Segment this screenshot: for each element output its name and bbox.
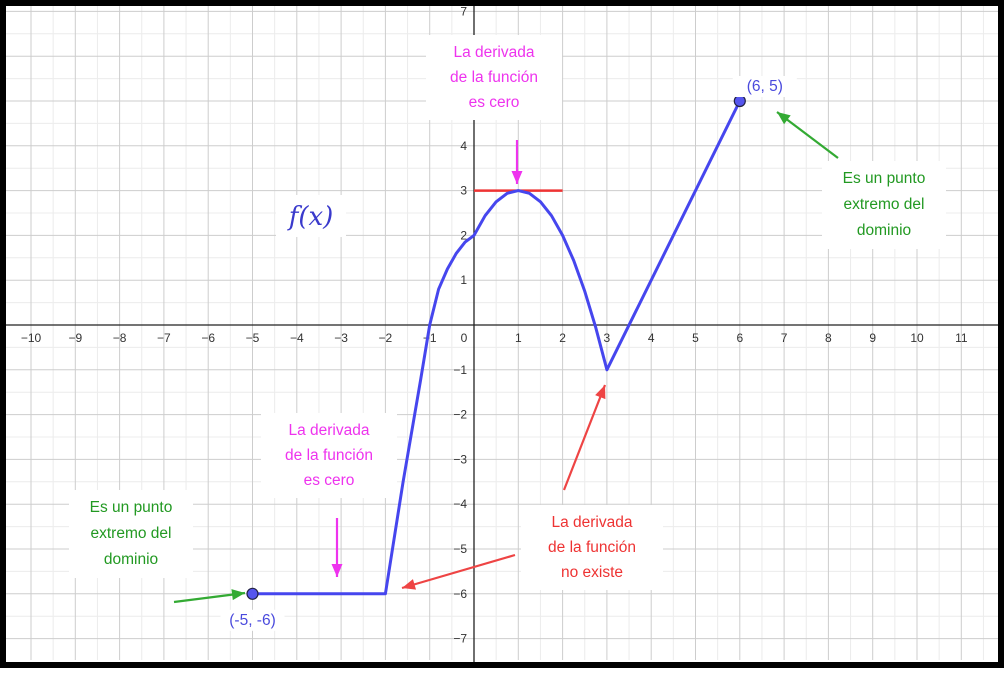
- arrow-derivative-zero-top-head: [511, 171, 523, 184]
- annotation-bg: [521, 505, 663, 590]
- arrow-derivative-undefined-left-head: [402, 579, 417, 590]
- x-tick-label: −10: [21, 331, 42, 345]
- y-tick-label: 2: [460, 228, 467, 242]
- annotation-line: Es un punto: [843, 170, 926, 187]
- x-tick-label: 7: [781, 331, 788, 345]
- y-tick-label: −4: [453, 497, 467, 511]
- annotation-line: es cero: [304, 472, 355, 489]
- annotation-text: Es un punto extremo del dominio: [90, 499, 173, 568]
- function-label: f(x): [287, 202, 334, 232]
- annotation-line: Es un punto: [90, 499, 173, 516]
- x-tick-label: 3: [604, 331, 611, 345]
- point-label: (-5, -6): [229, 612, 276, 629]
- x-tick-label: −4: [290, 331, 304, 345]
- annotation-arrows: [173, 111, 839, 604]
- arrow-domain-endpoint-right-head: [777, 112, 791, 125]
- arrow-derivative-zero-bottom-head: [331, 564, 343, 577]
- x-tick-label: −5: [246, 331, 260, 345]
- x-tick-label: 5: [692, 331, 699, 345]
- x-tick-label: −6: [201, 331, 215, 345]
- annotation-line: no existe: [561, 564, 623, 581]
- annotation-line: dominio: [857, 222, 911, 239]
- annotation-labels: (-5, -6) (6, 5) f(x) La derivada de la funci…: [69, 35, 946, 631]
- endpoint-marker: [733, 94, 746, 108]
- annotation-line: extremo del: [844, 196, 925, 213]
- y-tick-label: 4: [460, 139, 467, 153]
- x-tick-label: −7: [157, 331, 171, 345]
- y-tick-label: −2: [453, 408, 467, 422]
- x-tick-label: 1: [515, 331, 522, 345]
- annotation-line: dominio: [104, 551, 158, 568]
- annotation-line: de la función: [450, 69, 538, 86]
- y-tick-label: 1: [460, 273, 467, 287]
- annotation-text: La derivada de la función es cero: [450, 44, 538, 111]
- series: [246, 94, 746, 600]
- annotation-line: La derivada: [288, 422, 369, 439]
- annotation-text: La derivada de la función no existe: [548, 514, 636, 581]
- point-label: (6, 5): [747, 78, 783, 95]
- endpoint-marker: [246, 587, 259, 600]
- y-tick-label: −6: [453, 587, 467, 601]
- x-tick-label: −2: [379, 331, 393, 345]
- x-tick-label: 9: [869, 331, 876, 345]
- x-tick-label: −8: [113, 331, 127, 345]
- x-tick-label: 4: [648, 331, 655, 345]
- y-tick-label: 7: [460, 4, 467, 18]
- annotation-line: La derivada: [551, 514, 632, 531]
- x-tick-label: −9: [68, 331, 82, 345]
- annotation-line: de la función: [285, 447, 373, 464]
- annotation-line: de la función: [548, 539, 636, 556]
- point-label-bg: [732, 76, 797, 97]
- x-tick-label: 8: [825, 331, 832, 345]
- y-tick-label: 3: [460, 184, 467, 198]
- annotation-bg: [261, 413, 397, 498]
- tick-labels: −10 −9 −8 −7 −6 −5 −4 −3 −2 −1 0 1 2 3 4 5 6 7 8 9 10 1174321…: [21, 4, 968, 645]
- arrow-domain-endpoint-left-head: [231, 589, 245, 601]
- arrow-derivative-undefined-corner-head: [595, 385, 606, 400]
- x-tick-label: 6: [736, 331, 743, 345]
- y-tick-label: −7: [453, 632, 467, 646]
- point-label-bg: [220, 609, 285, 631]
- annotation-text: Es un punto extremo del dominio: [843, 170, 926, 239]
- annotation-text: La derivada de la función es cero: [285, 422, 373, 489]
- x-tick-label: −3: [334, 331, 348, 345]
- annotation-bg: [822, 161, 946, 249]
- annotation-line: es cero: [469, 94, 520, 111]
- arrow-derivative-undefined-corner: [562, 384, 607, 491]
- y-tick-label: −1: [453, 363, 467, 377]
- annotation-bg: [426, 35, 562, 120]
- x-tick-label: 11: [955, 331, 968, 345]
- y-tick-label: −3: [453, 452, 467, 466]
- annotation-line: La derivada: [453, 44, 534, 61]
- annotation-bg: [69, 490, 193, 578]
- x-tick-label: 2: [559, 331, 566, 345]
- annotation-line: extremo del: [91, 525, 172, 542]
- y-tick-label: −5: [453, 542, 467, 556]
- x-tick-label: 0: [461, 331, 468, 345]
- function-label-bg: [276, 195, 346, 237]
- x-tick-label: 10: [910, 331, 924, 345]
- function-curve: [252, 100, 742, 596]
- arrow-derivative-undefined-left: [401, 553, 516, 590]
